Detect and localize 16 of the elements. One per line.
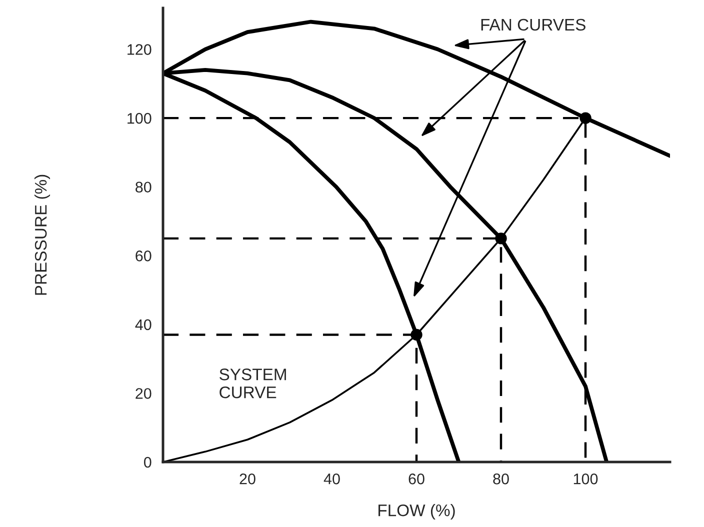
x-tick-label: 60 — [408, 474, 424, 484]
x-axis-title: FLOW (%) — [378, 504, 455, 520]
y-tick-label: 60 — [136, 250, 152, 262]
y-axis-title: PRESSURE (%) — [34, 174, 50, 295]
y-tick-label: 40 — [135, 319, 152, 330]
annotation: FAN CURVES — [481, 18, 586, 31]
x-tick-label: 80 — [493, 474, 509, 484]
y-tick-label: 100 — [128, 112, 152, 124]
x-tick-label: 40 — [324, 474, 340, 484]
annotation: SYSTEM CURVE — [220, 368, 286, 398]
y-tick-label: 20 — [136, 388, 152, 399]
x-tick-label: 20 — [240, 474, 256, 484]
x-tick-label: 100 — [574, 474, 598, 484]
y-tick-label: 0 — [144, 456, 152, 468]
y-tick-label: 80 — [136, 182, 152, 193]
y-tick-label: 120 — [128, 44, 152, 55]
